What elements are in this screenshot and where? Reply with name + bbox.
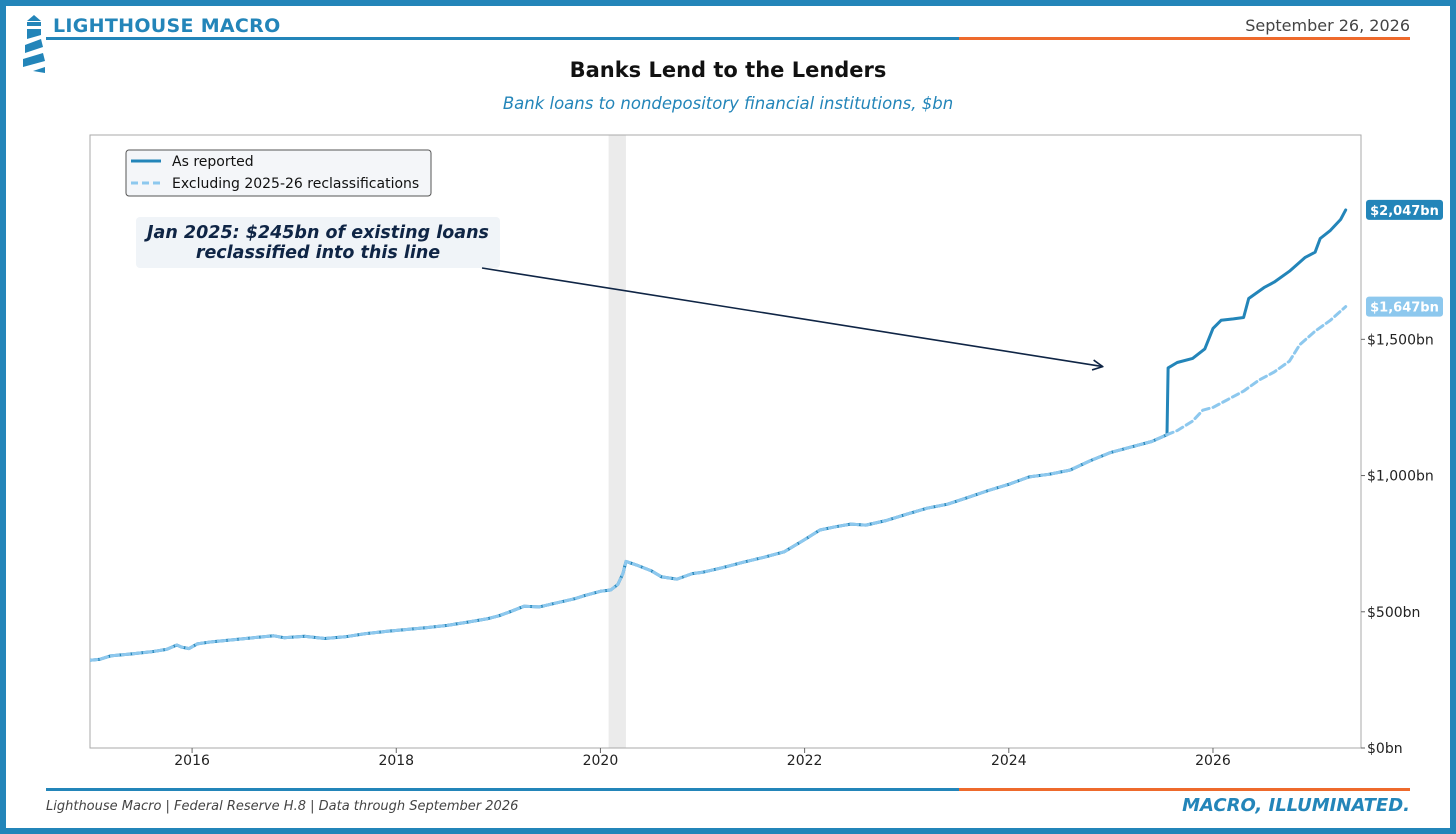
annotation-text-line2: reclassified into this line xyxy=(196,243,440,263)
series-line-excluding-reclass xyxy=(90,305,1348,662)
x-tick-label: 2024 xyxy=(991,753,1027,769)
source-note: Lighthouse Macro | Federal Reserve H.8 |… xyxy=(46,799,519,814)
annotation-arrow xyxy=(481,267,1103,367)
chart-subtitle: Bank loans to nondepository financial in… xyxy=(502,94,954,113)
footer-rule-orange xyxy=(959,788,1410,791)
end-label-text: $1,647bn xyxy=(1370,301,1439,316)
legend-label: Excluding 2025-26 reclassifications xyxy=(172,176,419,192)
legend-box xyxy=(125,149,432,197)
legend: As reported Excluding 2025-26 reclassific… xyxy=(125,149,432,197)
recession-band xyxy=(608,135,626,748)
y-tick-label: $500bn xyxy=(1367,605,1420,621)
brand-name: LIGHTHOUSE MACRO xyxy=(53,15,281,37)
x-tick-label: 2018 xyxy=(378,753,414,769)
footer-rule-blue xyxy=(46,788,959,791)
annotation-text-line1: Jan 2025: $245bn of existing loans xyxy=(144,223,489,243)
x-tick-label: 2020 xyxy=(583,753,619,769)
report-date: September 26, 2026 xyxy=(1245,16,1410,35)
x-tick-label: 2022 xyxy=(787,753,823,769)
y-tick-label: $0bn xyxy=(1367,741,1403,757)
x-tick-label: 2026 xyxy=(1195,753,1231,769)
y-tick-label: $1,500bn xyxy=(1367,332,1434,348)
y-tick-label: $1,000bn xyxy=(1367,469,1434,485)
chart-title: Banks Lend to the Lenders xyxy=(569,58,887,82)
series-group xyxy=(90,208,1348,662)
end-label-text: $2,047bn xyxy=(1370,204,1439,219)
end-label-box xyxy=(1366,296,1443,317)
lighthouse-icon xyxy=(23,15,45,73)
tagline: MACRO, ILLUMINATED. xyxy=(1182,795,1410,816)
annotation-box xyxy=(136,217,500,268)
plot-frame xyxy=(89,134,1362,749)
end-label-box xyxy=(1366,199,1443,220)
series-line-as-reported xyxy=(90,208,1348,662)
header-rule-blue xyxy=(46,37,959,40)
x-tick-label: 2016 xyxy=(174,753,210,769)
header-rule-orange xyxy=(959,37,1410,40)
legend-label: As reported xyxy=(172,154,254,170)
